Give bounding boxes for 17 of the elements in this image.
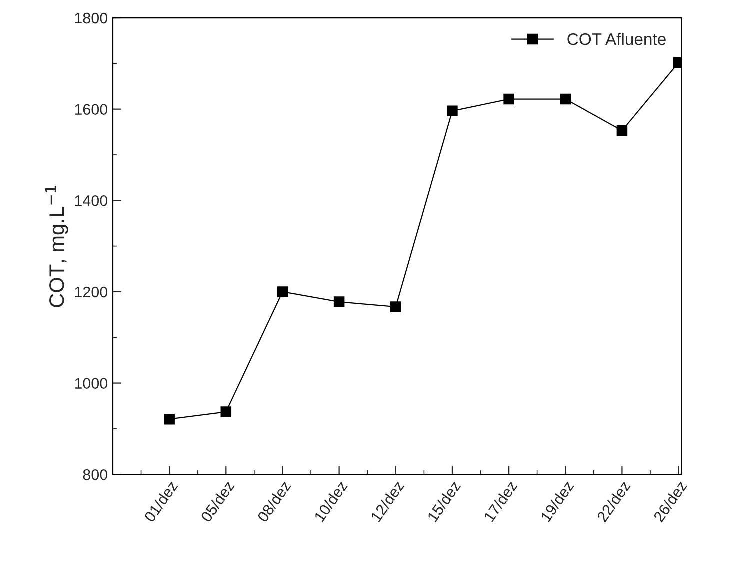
y-axis-title: COT, mg.L$^{−1}$: [45, 186, 68, 308]
point: [220, 406, 232, 418]
point: [390, 302, 402, 312]
y-tick-label: 1600: [75, 104, 108, 116]
point: [164, 414, 175, 425]
point: [616, 125, 628, 136]
point: [277, 286, 288, 298]
legend-label: COT Afluente: [568, 33, 666, 46]
y-tick-label: 800: [83, 469, 108, 480]
y-tick-label: 1400: [75, 196, 108, 206]
point: [504, 94, 514, 105]
point: [334, 296, 345, 308]
y-tick-label: 1200: [75, 286, 108, 298]
y-tick-label: 1000: [75, 378, 108, 389]
point: [560, 94, 572, 105]
point: [447, 106, 458, 117]
y-tick-label: 1800: [75, 12, 108, 24]
